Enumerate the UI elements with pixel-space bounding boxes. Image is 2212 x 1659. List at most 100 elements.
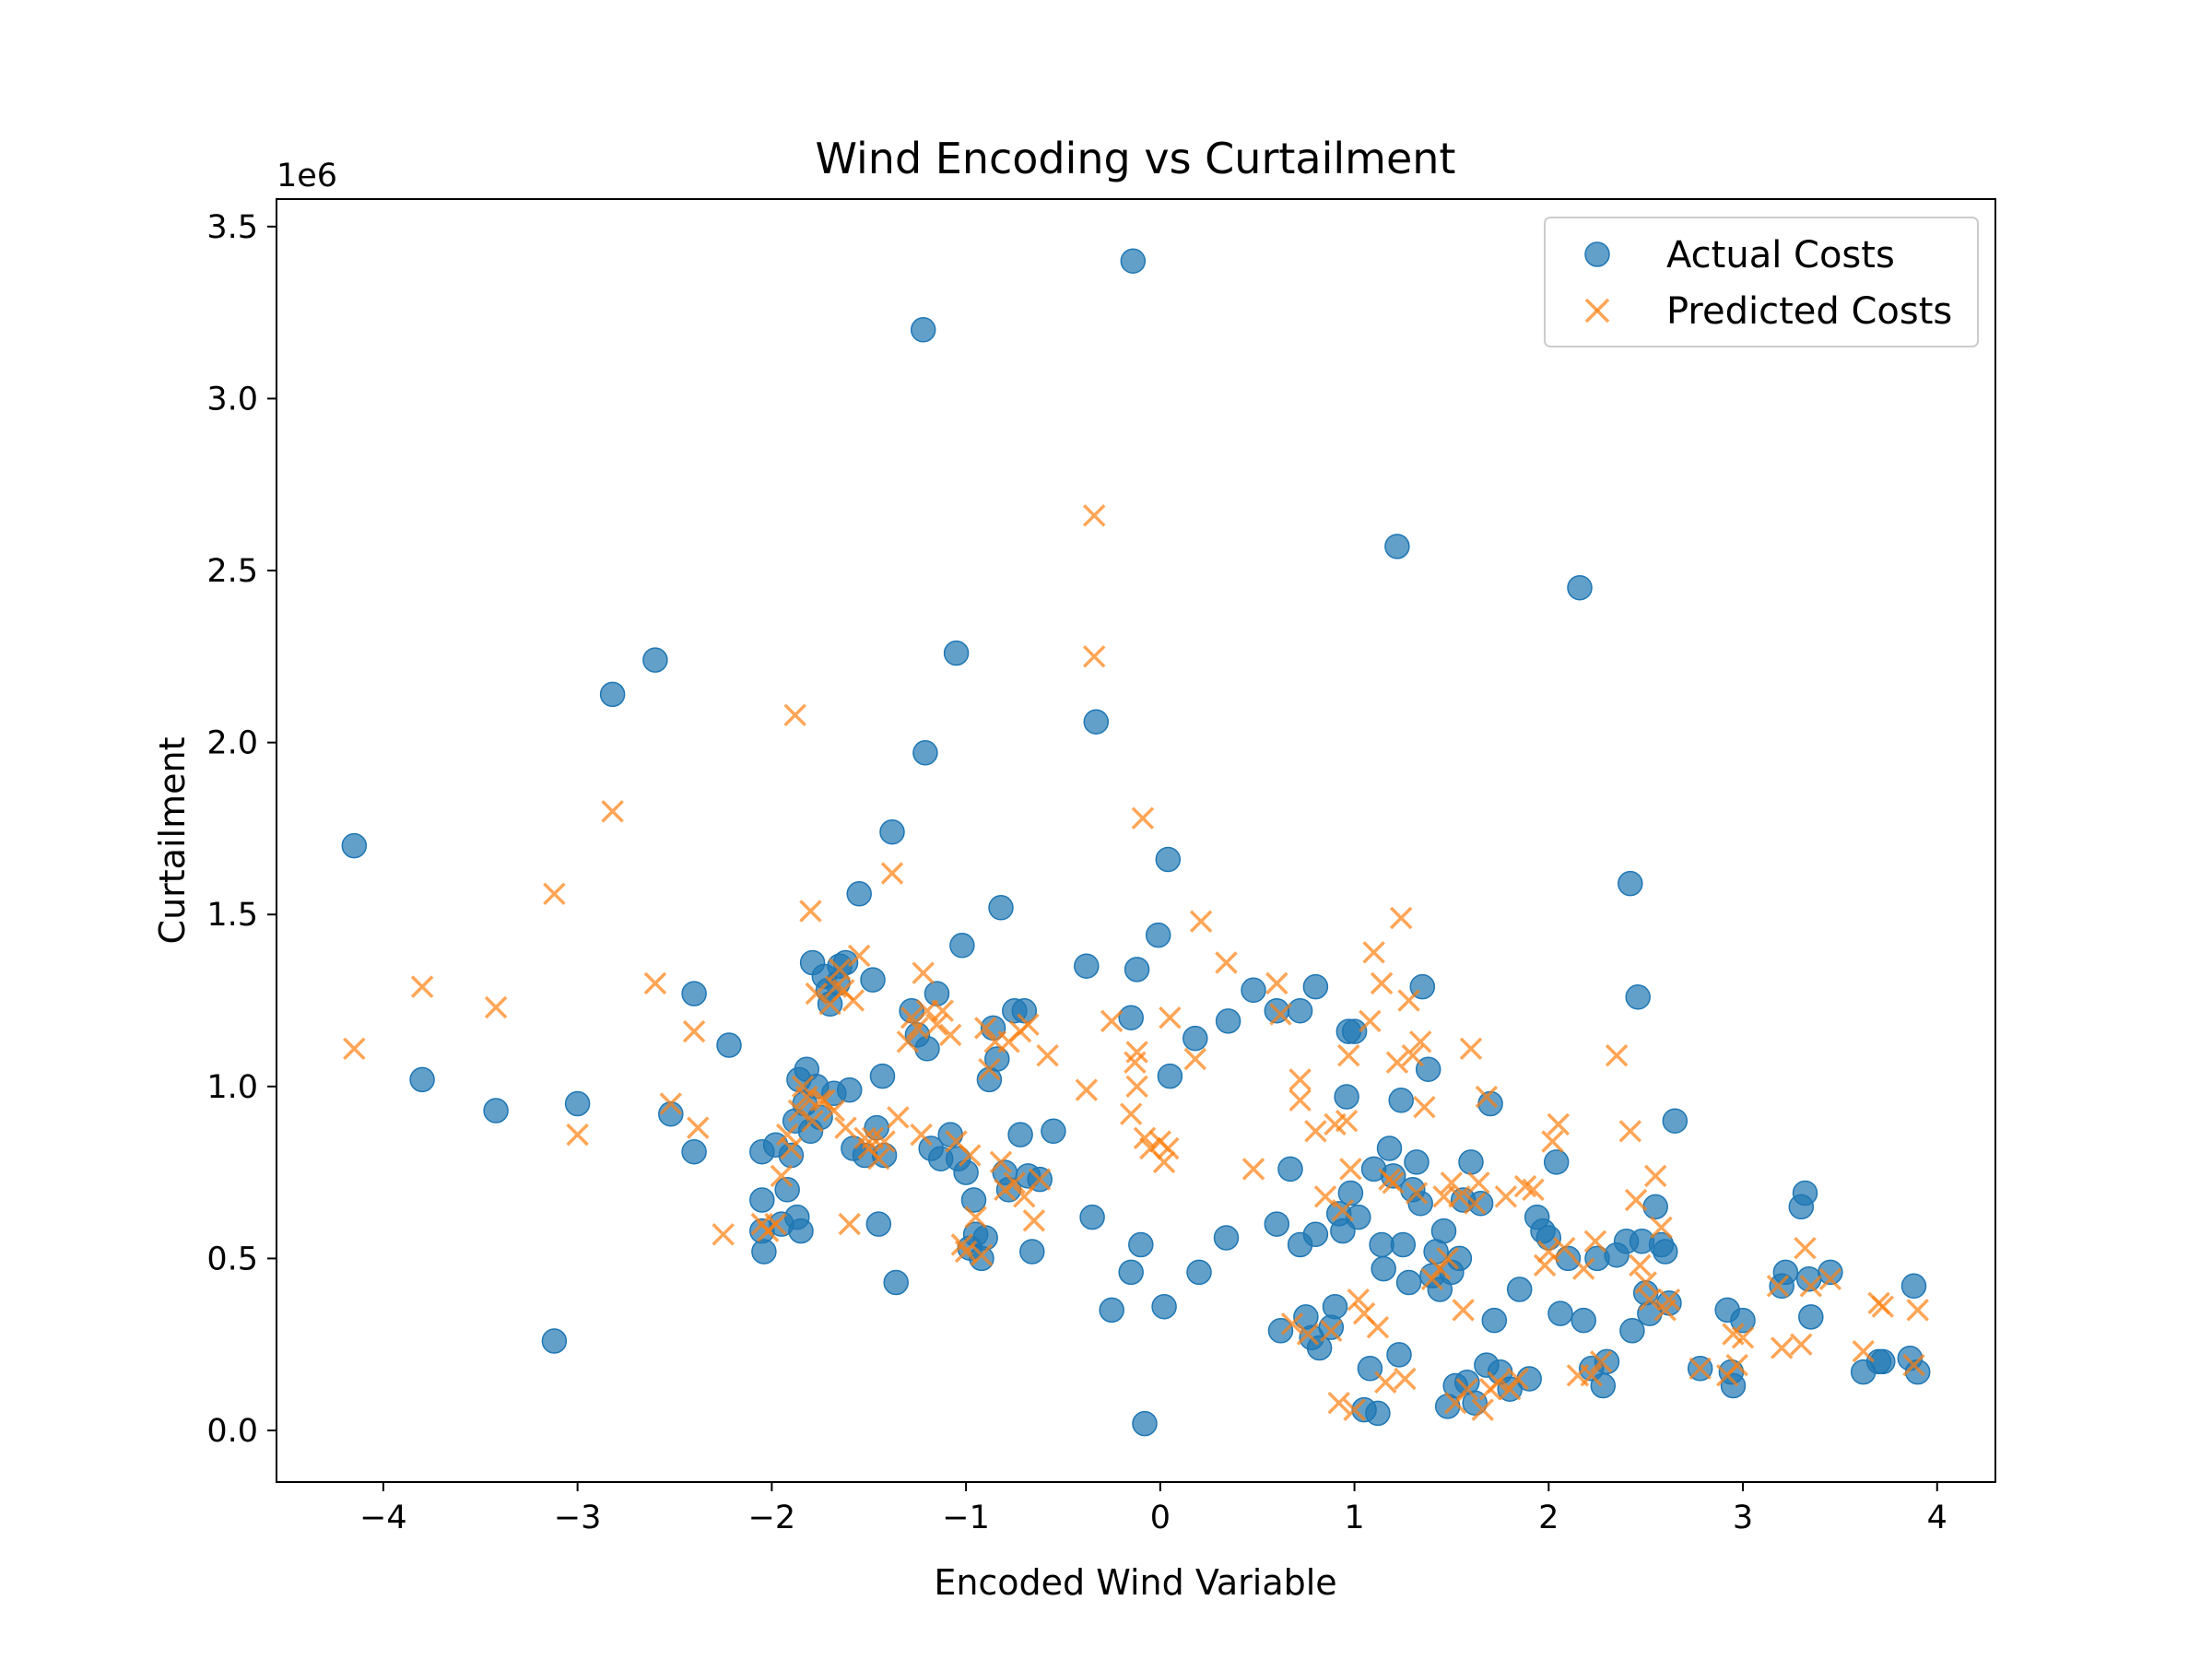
plot-frame xyxy=(276,198,1996,1483)
predicted-cost-point xyxy=(799,900,822,923)
predicted-cost-point xyxy=(925,1013,948,1036)
predicted-cost-point xyxy=(834,1116,857,1139)
predicted-cost-point xyxy=(801,1109,824,1133)
predicted-cost-point xyxy=(964,1206,987,1229)
predicted-cost-point xyxy=(1420,1267,1444,1291)
predicted-cost-point xyxy=(887,1106,910,1129)
y-axis-label: Curtailment xyxy=(152,737,193,945)
actual-cost-point xyxy=(1642,1194,1668,1220)
actual-cost-point xyxy=(1772,1259,1799,1286)
x-tick-label: −1 xyxy=(942,1500,990,1536)
predicted-cost-point xyxy=(1385,1051,1409,1074)
actual-cost-point xyxy=(1277,1156,1303,1182)
predicted-cost-point xyxy=(931,999,955,1022)
actual-cost-point xyxy=(879,818,905,845)
predicted-cost-point xyxy=(847,944,871,968)
actual-cost-point xyxy=(1369,1231,1394,1258)
x-tick-label: 0 xyxy=(1150,1500,1171,1536)
predicted-cost-point xyxy=(1327,1391,1350,1415)
predicted-cost-point xyxy=(1605,1043,1629,1067)
actual-cost-point xyxy=(1145,922,1171,948)
predicted-cost-point xyxy=(1265,971,1288,995)
actual-cost-point xyxy=(642,647,668,673)
predicted-cost-point xyxy=(764,1212,787,1236)
actual-cost-point xyxy=(599,681,626,708)
predicted-cost-point xyxy=(1397,989,1420,1012)
actual-cost-point xyxy=(1346,1204,1371,1230)
predicted-cost-point xyxy=(1657,1288,1681,1312)
predicted-cost-point xyxy=(824,975,848,998)
actual-cost-point xyxy=(1132,1410,1158,1437)
actual-cost-point xyxy=(988,895,1014,921)
actual-cost-point xyxy=(1376,1135,1403,1161)
actual-cost-point xyxy=(1404,1149,1430,1175)
predicted-cost-point xyxy=(1799,1275,1823,1298)
actual-cost-point xyxy=(1337,1180,1364,1206)
y-tick-label: 2.5 xyxy=(206,553,258,590)
actual-cost-point xyxy=(564,1090,591,1117)
y-tick-label: 3.5 xyxy=(206,209,258,246)
actual-cost-point xyxy=(1318,1314,1345,1340)
actual-cost-point xyxy=(1083,709,1110,735)
predicted-cost-point xyxy=(880,862,904,885)
actual-cost-point xyxy=(1215,1008,1241,1034)
actual-cost-point xyxy=(1390,1231,1417,1258)
predicted-cost-point xyxy=(1405,1182,1429,1205)
predicted-cost-point xyxy=(1280,1312,1304,1335)
actual-cost-point xyxy=(836,1077,863,1103)
actual-cost-point xyxy=(1386,1342,1412,1368)
y-axis-offset-label: 1e6 xyxy=(276,158,337,194)
predicted-cost-point xyxy=(1408,1030,1432,1053)
actual-cost-point xyxy=(1365,1400,1391,1427)
actual-cost-point xyxy=(1870,1348,1896,1375)
y-tick-label: 1.5 xyxy=(206,897,258,934)
actual-cost-point xyxy=(869,1063,896,1089)
predicted-cost-point xyxy=(1075,1078,1099,1101)
predicted-cost-point xyxy=(1189,910,1213,933)
actual-cost-point xyxy=(1467,1190,1494,1217)
predicted-cost-point xyxy=(687,1116,710,1139)
predicted-cost-point xyxy=(873,1130,896,1153)
predicted-cost-point xyxy=(1269,1003,1292,1026)
actual-cost-point xyxy=(1079,1204,1105,1230)
predicted-cost-point xyxy=(1288,1068,1312,1091)
x-tick-label: 3 xyxy=(1733,1500,1753,1536)
legend-marker-actual xyxy=(1584,241,1610,267)
actual-cost-point xyxy=(1798,1304,1824,1330)
actual-cost-point xyxy=(883,1269,909,1296)
actual-cost-point xyxy=(1516,1366,1542,1392)
predicted-cost-point xyxy=(1296,1323,1320,1346)
predicted-cost-point xyxy=(1082,645,1106,668)
predicted-cost-point xyxy=(1100,1009,1124,1033)
actual-cost-point xyxy=(1074,953,1100,979)
predicted-cost-point xyxy=(1583,1230,1607,1253)
predicted-cost-point xyxy=(1475,1085,1499,1109)
y-tick-label: 0.5 xyxy=(206,1241,258,1277)
predicted-cost-point xyxy=(1643,1164,1667,1188)
x-tick-label: 4 xyxy=(1927,1500,1947,1536)
predicted-cost-point xyxy=(1359,1009,1382,1033)
actual-cost-point xyxy=(1182,1025,1208,1052)
actual-cost-point xyxy=(409,1066,435,1093)
predicted-cost-point xyxy=(1429,1257,1452,1280)
actual-cost-point xyxy=(681,1138,707,1165)
actual-cost-point xyxy=(943,640,970,666)
predicted-cost-point xyxy=(1650,1216,1673,1240)
predicted-cost-point xyxy=(910,1123,933,1147)
x-axis-label: Encoded Wind Variable xyxy=(934,1562,1336,1603)
predicted-cost-point xyxy=(1770,1336,1794,1359)
actual-cost-point xyxy=(1506,1277,1533,1302)
actual-cost-point xyxy=(912,740,938,766)
predicted-cost-point xyxy=(1125,1075,1148,1099)
actual-cost-point xyxy=(1653,1239,1678,1265)
actual-cost-point xyxy=(681,981,707,1006)
predicted-cost-point xyxy=(1288,1088,1312,1112)
predicted-cost-point xyxy=(1337,1043,1360,1067)
actual-cost-point xyxy=(1567,574,1593,601)
actual-cost-point xyxy=(1543,1149,1570,1175)
actual-cost-point xyxy=(1625,984,1651,1010)
predicted-cost-point xyxy=(1629,1253,1652,1277)
predicted-cost-point xyxy=(1467,1171,1490,1194)
predicted-cost-point xyxy=(1790,1333,1813,1356)
actual-cost-point xyxy=(1481,1307,1508,1334)
